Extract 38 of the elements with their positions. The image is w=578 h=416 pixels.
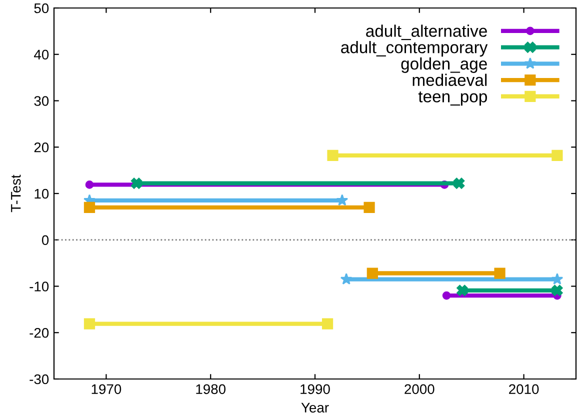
point (130, 178, 142, 189)
x-tick-label: 1990 (300, 384, 330, 394)
point (364, 202, 375, 213)
y-tick-label: 30 (34, 96, 49, 106)
y-tick-label: -10 (30, 282, 49, 292)
point (551, 273, 564, 284)
point (494, 268, 506, 279)
point (322, 318, 334, 330)
legend-label: adult_alternative (366, 24, 487, 40)
legend-label: golden_age (401, 57, 487, 73)
x-axis-title: Year (301, 402, 329, 413)
point (366, 268, 378, 279)
y-tick-label: 50 (34, 3, 49, 14)
point (84, 202, 96, 213)
point (85, 180, 94, 189)
point (327, 150, 338, 162)
point (454, 178, 465, 189)
legend-label: mediaeval (412, 74, 487, 86)
x-tick-label: 2010 (509, 384, 539, 394)
legend-label: teen_pop (418, 91, 487, 106)
y-axis-title: T-Test (11, 174, 21, 212)
y-tick-label: 0 (42, 235, 49, 246)
y-tick-label: -30 (30, 374, 49, 384)
point (456, 284, 468, 296)
point (336, 194, 348, 206)
point (552, 284, 563, 296)
point (552, 150, 563, 162)
x-tick-label: 1970 (92, 384, 122, 394)
y-tick-label: 40 (34, 50, 49, 60)
y-tick-label: 10 (34, 188, 49, 199)
point (340, 273, 352, 284)
y-tick-label: -20 (30, 328, 49, 338)
legend-label: adult_contemporary (341, 41, 488, 57)
x-tick-label: 1980 (196, 384, 226, 394)
point (442, 291, 451, 300)
point (84, 318, 96, 330)
x-tick-label: 2000 (404, 384, 434, 394)
y-tick-label: 20 (34, 142, 49, 152)
